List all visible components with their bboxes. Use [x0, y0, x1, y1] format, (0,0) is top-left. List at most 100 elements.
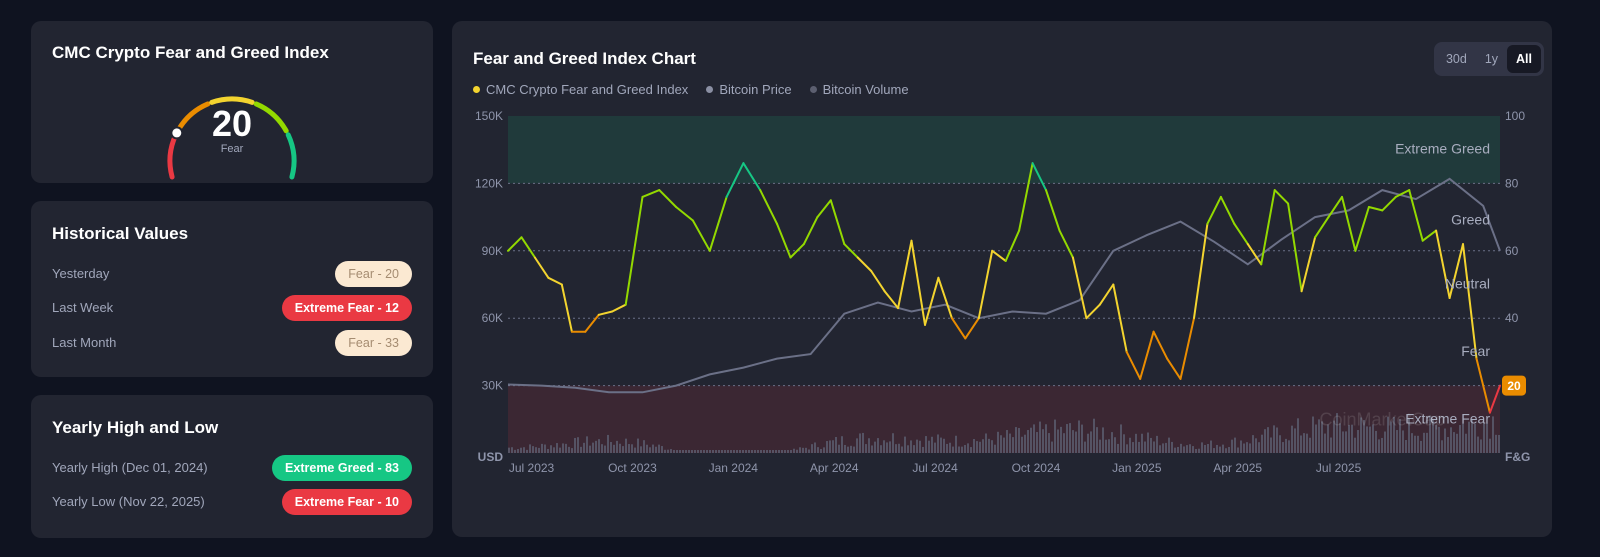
volume-bar: [1045, 424, 1047, 453]
volume-bar: [1189, 444, 1191, 453]
fear-greed-line-segment: [856, 256, 873, 272]
historical-row-label: Last Week: [52, 300, 114, 315]
fear-greed-line-segment: [1367, 206, 1384, 212]
volume-bar: [838, 444, 840, 453]
volume-bar: [1468, 421, 1470, 453]
volume-bar: [742, 450, 744, 453]
volume-bar: [817, 447, 819, 453]
fear-greed-line-segment: [1179, 317, 1195, 380]
volume-bar: [1471, 418, 1473, 453]
volume-bar: [982, 439, 984, 453]
gauge-card-title: CMC Crypto Fear and Greed Index: [52, 43, 329, 62]
y-axis-right-tick-label: 100: [1505, 109, 1525, 123]
volume-bar: [1438, 426, 1440, 453]
x-axis-tick-label: Jul 2023: [509, 461, 555, 475]
fear-greed-line-segment: [1273, 189, 1290, 205]
range-all-button[interactable]: All: [1507, 45, 1541, 73]
range-1y-button[interactable]: 1y: [1484, 52, 1499, 66]
volume-bar: [856, 438, 858, 453]
fear-greed-line-segment: [991, 249, 1007, 262]
volume-bar: [670, 449, 672, 453]
volume-bar: [1417, 435, 1419, 453]
legend-bitcoin-volume[interactable]: Bitcoin Volume: [809, 82, 909, 97]
volume-bar: [991, 440, 993, 453]
fear-greed-line-segment: [1219, 195, 1236, 225]
volume-bar: [1003, 437, 1005, 453]
volume-bar: [805, 447, 807, 453]
volume-bar: [541, 443, 543, 453]
volume-bar: [1087, 433, 1089, 453]
legend-bitcoin-price[interactable]: Bitcoin Price: [706, 82, 792, 97]
volume-bar: [625, 438, 627, 453]
volume-bar: [1498, 434, 1500, 453]
volume-bar: [556, 443, 558, 453]
volume-bar: [544, 444, 546, 453]
volume-bar: [1396, 430, 1398, 453]
volume-bar: [1414, 435, 1416, 453]
volume-bar: [868, 438, 870, 453]
volume-bar: [1357, 430, 1359, 453]
y-axis-right-tick-label: 60: [1505, 244, 1519, 258]
fear-greed-line-segment: [1071, 256, 1088, 320]
fear-greed-line-segment: [520, 236, 536, 259]
volume-bar: [685, 450, 687, 453]
volume-bar: [565, 443, 567, 453]
volume-bar: [1231, 439, 1233, 453]
fear-greed-line-segment: [843, 243, 859, 259]
fear-greed-line-segment: [742, 162, 762, 192]
volume-bar: [766, 450, 768, 453]
legend-label: CMC Crypto Fear and Greed Index: [486, 82, 689, 97]
volume-bar: [970, 447, 972, 453]
volume-bar: [1435, 425, 1437, 453]
volume-bar: [1432, 419, 1434, 453]
y-axis-left-unit: USD: [478, 450, 504, 464]
volume-bar: [1252, 435, 1254, 453]
time-range-selector: 30d 1y All: [1433, 42, 1544, 76]
volume-bar: [1441, 440, 1443, 453]
volume-bar: [1375, 430, 1377, 453]
volume-bar: [1213, 448, 1215, 453]
volume-bar: [955, 435, 957, 453]
volume-bar: [640, 446, 642, 453]
volume-bar: [946, 443, 948, 453]
fear-greed-line-segment: [1206, 195, 1222, 225]
legend-dot-icon: [809, 86, 817, 93]
volume-bar: [1330, 437, 1332, 453]
volume-bar: [1270, 437, 1272, 453]
volume-bar: [1147, 432, 1149, 453]
volume-bar: [586, 436, 588, 453]
volume-bar: [1084, 441, 1086, 453]
volume-bar: [706, 450, 708, 453]
volume-bar: [1018, 428, 1020, 453]
volume-bar: [1279, 435, 1281, 453]
zone-label: Greed: [1451, 211, 1490, 227]
chart-title: Fear and Greed Index Chart: [473, 49, 696, 68]
y-axis-left-tick-label: 120K: [475, 176, 503, 190]
volume-bar: [1216, 444, 1218, 453]
volume-bar: [736, 450, 738, 453]
volume-bar: [1183, 446, 1185, 453]
volume-bar: [634, 447, 636, 453]
volume-bar: [1384, 431, 1386, 453]
yearly-high-row: Yearly High (Dec 01, 2024): [52, 460, 208, 475]
volume-bar: [853, 446, 855, 453]
volume-bar: [1021, 436, 1023, 453]
volume-bar: [616, 440, 618, 453]
volume-bar: [772, 450, 774, 453]
volume-bar: [1369, 426, 1371, 453]
volume-bar: [1105, 439, 1107, 453]
volume-bar: [928, 440, 930, 453]
volume-bar: [1243, 443, 1245, 453]
volume-bar: [865, 444, 867, 453]
legend-label: Bitcoin Price: [719, 82, 792, 97]
volume-bar: [619, 443, 621, 453]
volume-bar: [1126, 444, 1128, 453]
volume-bar: [1477, 436, 1479, 453]
fear-greed-line-segment: [1462, 243, 1478, 360]
legend-fear-greed[interactable]: CMC Crypto Fear and Greed Index: [473, 82, 688, 97]
volume-bar: [1153, 441, 1155, 453]
volume-bar: [1234, 437, 1236, 453]
volume-bar: [1480, 439, 1482, 453]
range-30d-button[interactable]: 30d: [1445, 52, 1467, 66]
fear-greed-line-segment: [533, 256, 550, 279]
